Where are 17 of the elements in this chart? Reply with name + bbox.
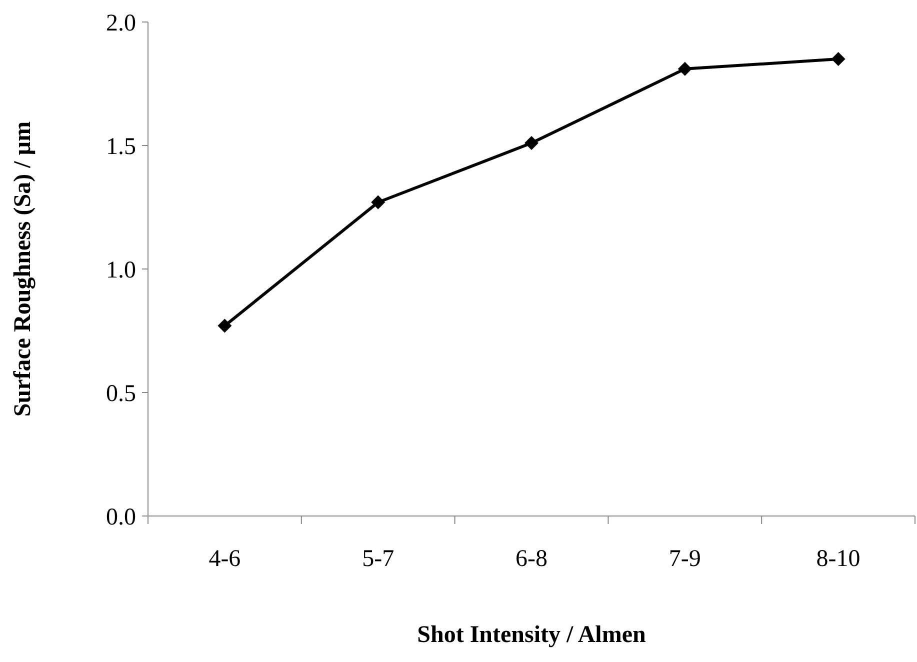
y-tick-label: 0.0 (106, 504, 136, 530)
y-axis-title: Surface Roughness (Sa) / µm (10, 121, 36, 417)
y-tick-label: 0.5 (106, 380, 136, 407)
x-tick-label: 4-6 (208, 546, 241, 572)
x-tick-label: 5-7 (362, 546, 394, 572)
x-tick-label: 8-10 (816, 546, 860, 572)
point (371, 195, 386, 210)
x-axis-title: Shot Intensity / Almen (417, 622, 646, 648)
point (678, 62, 692, 76)
y-tick-label: 1.0 (106, 257, 136, 284)
y-tick-label: 2.0 (106, 10, 136, 36)
x-tick-label: 6-8 (516, 546, 548, 572)
y-tick-label: 1.5 (106, 134, 136, 160)
x-tick-label: 7-9 (668, 546, 701, 572)
point (524, 136, 538, 150)
point (831, 52, 846, 66)
point (218, 318, 232, 333)
